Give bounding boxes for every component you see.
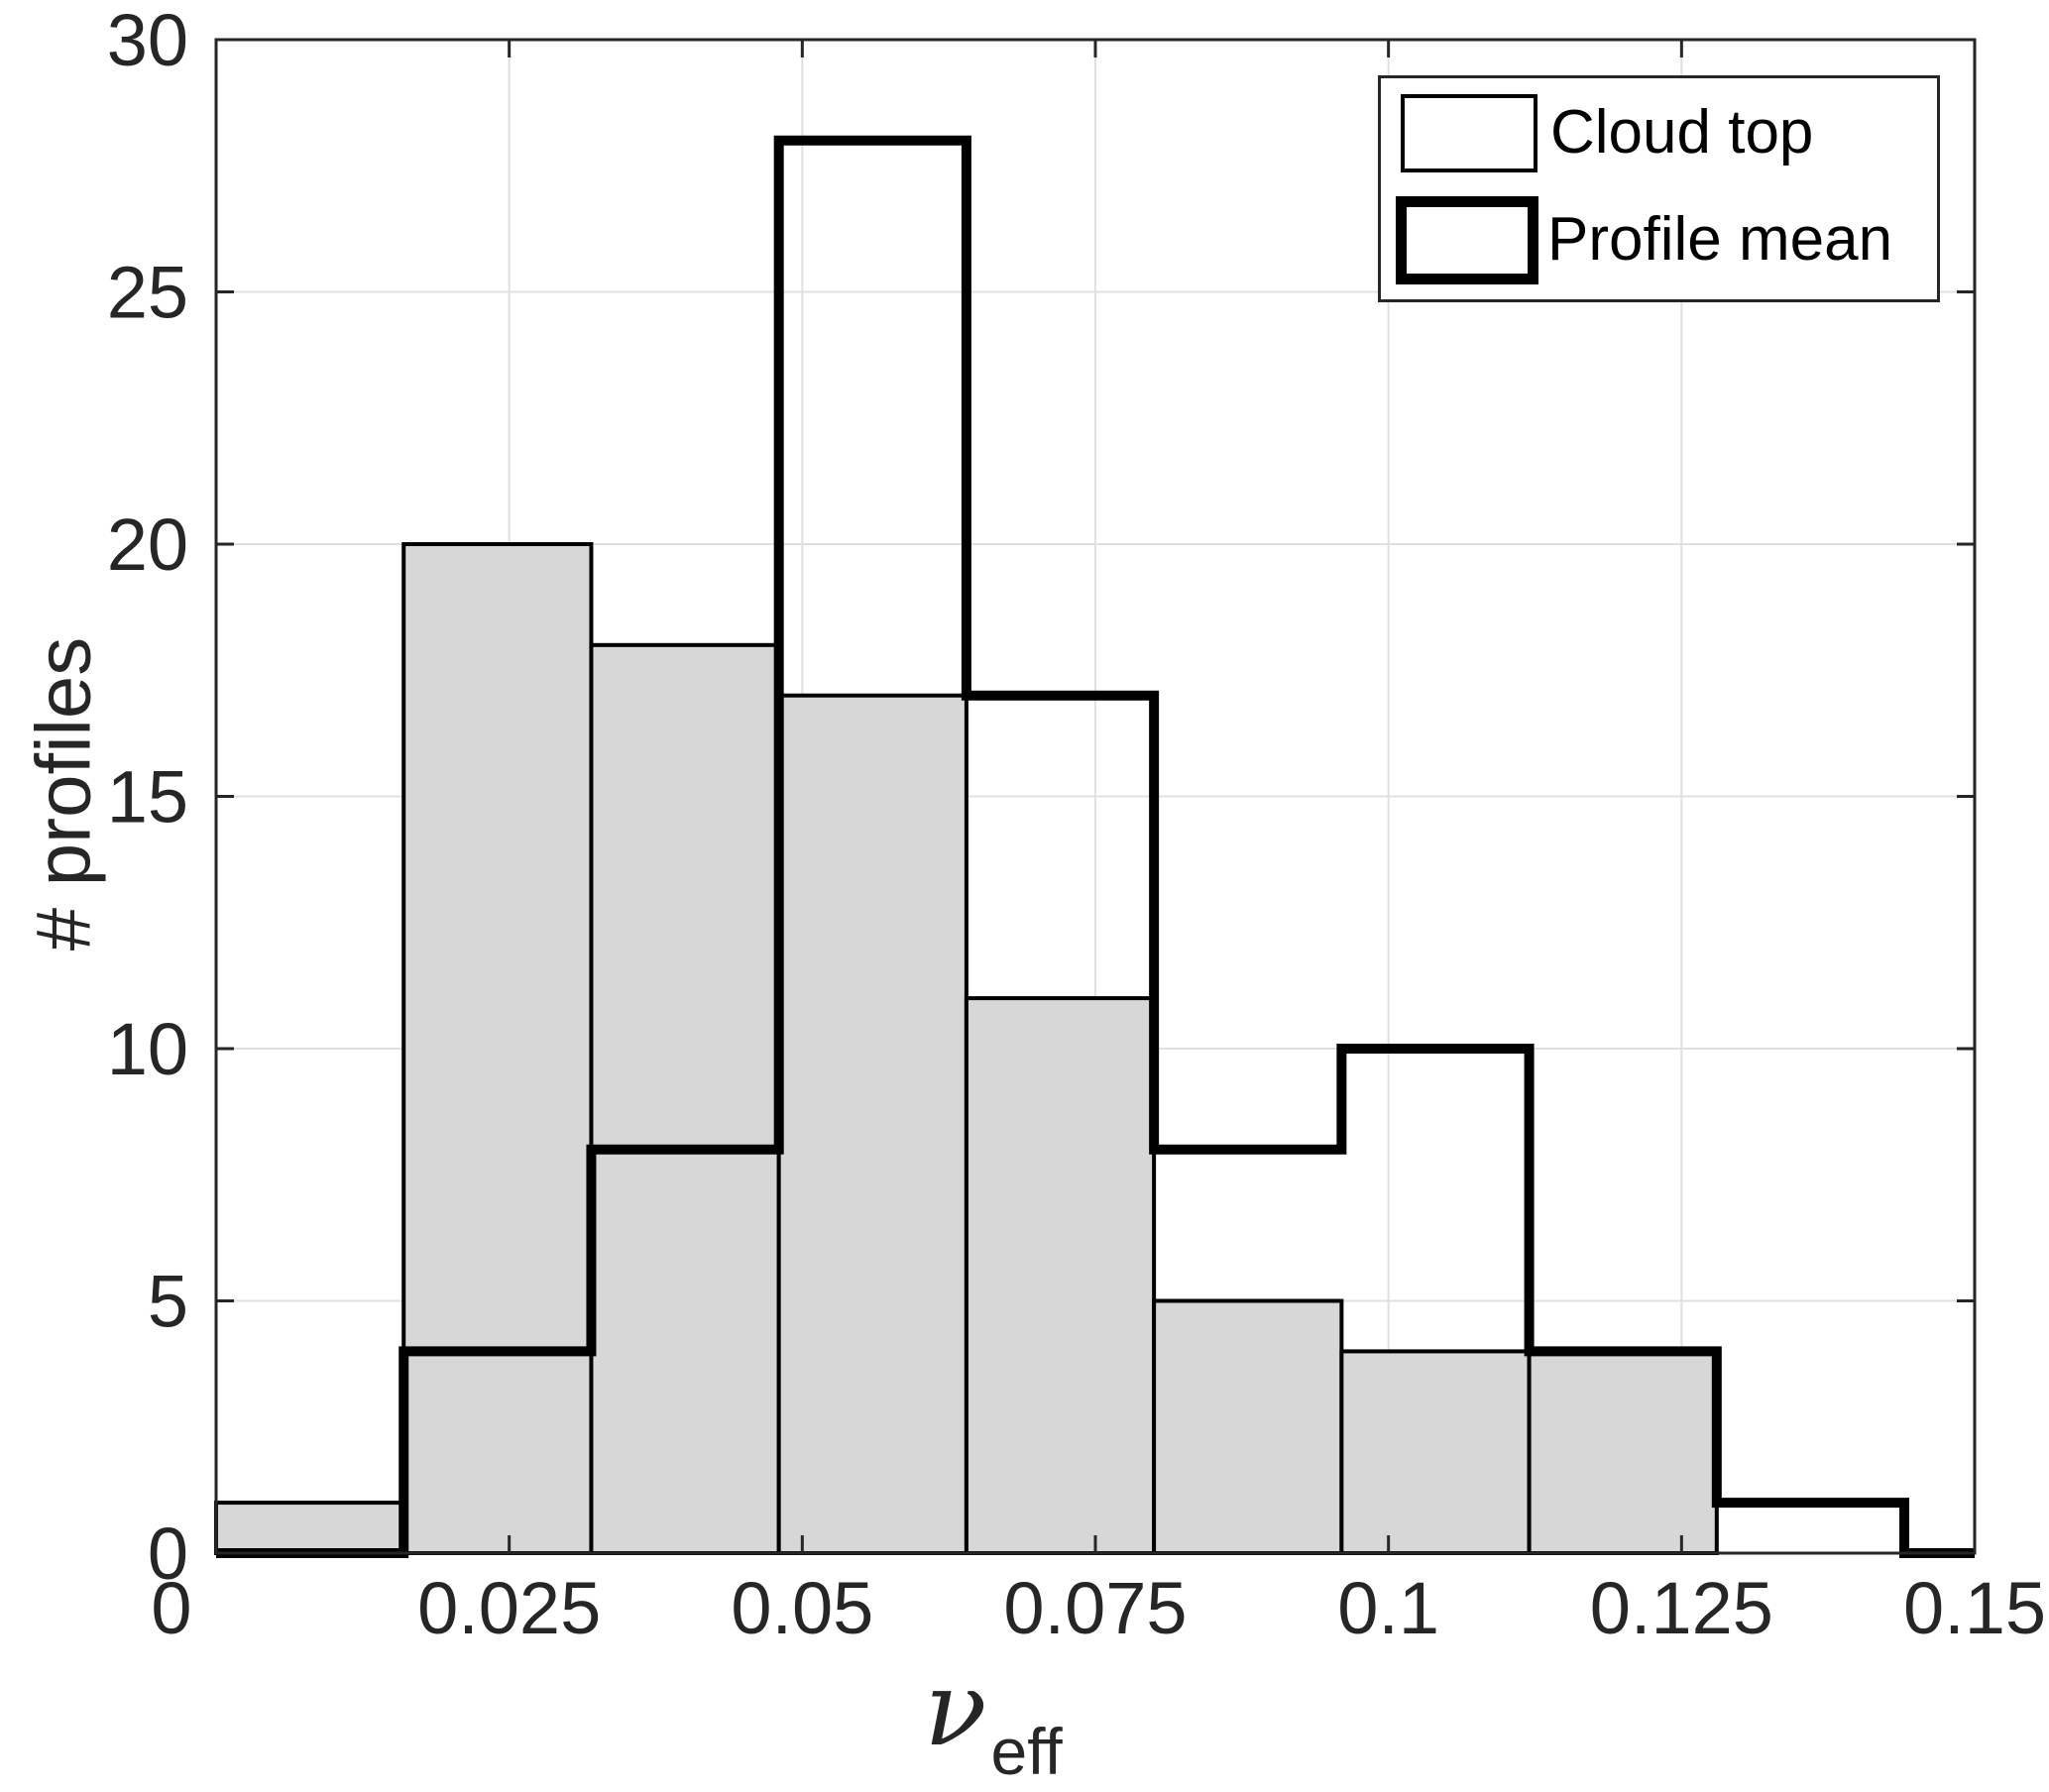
cloud-top-bar bbox=[1339, 1349, 1532, 1556]
y-tick-label: 25 bbox=[107, 252, 188, 334]
profile-mean-stairs bbox=[216, 135, 1975, 1558]
legend-swatch-profile-mean bbox=[1396, 195, 1538, 284]
nu-symbol: ν bbox=[924, 1648, 987, 1769]
y-tick-label: 0 bbox=[148, 1512, 188, 1595]
tick-marks-group bbox=[214, 38, 1977, 1555]
x-axis-label: νeff bbox=[0, 1657, 1983, 1788]
legend-label-cloud-top: Cloud top bbox=[1550, 98, 1814, 167]
x-tick-label: 0.05 bbox=[731, 1567, 873, 1649]
x-tick-label: 0.025 bbox=[417, 1567, 601, 1649]
legend-swatch-cloud-top bbox=[1401, 93, 1537, 172]
cloud-top-bar bbox=[401, 542, 594, 1555]
legend-item-profile-mean: Profile mean bbox=[1381, 195, 1937, 284]
x-tick-label: 0.15 bbox=[1903, 1567, 2046, 1649]
x-tick-label: 0 bbox=[151, 1567, 191, 1649]
y-tick-label: 10 bbox=[107, 1008, 188, 1090]
y-axis-label: # profiles bbox=[19, 637, 109, 952]
y-tick-label: 5 bbox=[148, 1261, 188, 1343]
legend: Cloud top Profile mean bbox=[1378, 75, 1940, 302]
cloud-top-bar bbox=[1527, 1349, 1719, 1556]
x-tick-label: 0.1 bbox=[1337, 1567, 1439, 1649]
y-tick-label: 20 bbox=[107, 504, 188, 586]
cloud-top-bar bbox=[776, 693, 968, 1555]
cloud-top-bar bbox=[964, 996, 1157, 1555]
legend-item-cloud-top: Cloud top bbox=[1381, 93, 1937, 172]
cloud-top-bar bbox=[589, 642, 781, 1555]
cloud-top-bar bbox=[1152, 1298, 1344, 1555]
nu-subscript: eff bbox=[990, 1715, 1063, 1788]
stairs-group bbox=[216, 135, 1975, 1558]
y-tick-label: 15 bbox=[107, 756, 188, 839]
tick-labels-group: 0 0.025 0.05 0.075 0.1 0.125 0.15 0 5 10 15 20 25 30 bbox=[107, 0, 2046, 1649]
x-tick-label: 0.075 bbox=[1003, 1567, 1187, 1649]
y-tick-label: 30 bbox=[107, 0, 188, 81]
cloud-top-bar bbox=[214, 1501, 406, 1555]
legend-label-profile-mean: Profile mean bbox=[1547, 205, 1893, 274]
x-tick-label: 0.125 bbox=[1590, 1567, 1773, 1649]
y-axis-label-text: # profiles bbox=[19, 636, 107, 952]
